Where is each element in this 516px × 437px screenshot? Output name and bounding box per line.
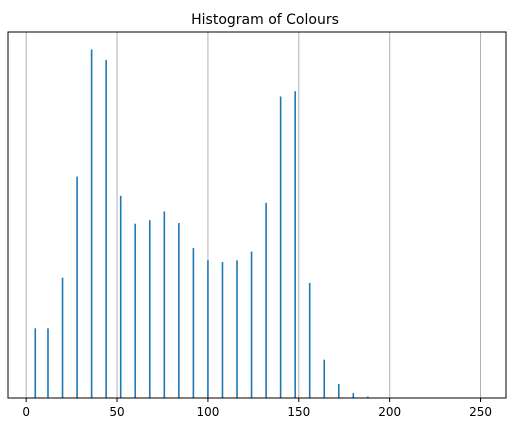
histogram-bar bbox=[352, 393, 355, 398]
histogram-bar bbox=[265, 202, 267, 398]
histogram-bar bbox=[134, 223, 137, 398]
histogram-bar bbox=[90, 49, 93, 399]
histogram-bar bbox=[221, 262, 224, 398]
x-tick-label: 100 bbox=[196, 405, 219, 419]
histogram-bar bbox=[76, 176, 78, 398]
histogram-bar bbox=[337, 384, 340, 398]
histogram-bar bbox=[105, 59, 107, 398]
histogram-bar bbox=[279, 96, 282, 399]
chart-title: Histogram of Colours bbox=[191, 12, 339, 28]
histogram-bar bbox=[47, 328, 49, 398]
x-tick-label: 200 bbox=[378, 405, 401, 419]
histogram-bar bbox=[236, 260, 238, 398]
histogram-bar bbox=[250, 251, 253, 398]
histogram-bar bbox=[178, 223, 180, 398]
histogram-bar bbox=[163, 211, 166, 398]
x-tick-label: 150 bbox=[287, 405, 310, 419]
x-tick-label: 0 bbox=[22, 405, 30, 419]
bars-layer bbox=[34, 49, 369, 399]
histogram-bar bbox=[119, 195, 122, 398]
histogram-bar bbox=[367, 396, 369, 398]
histogram-bar bbox=[192, 248, 195, 398]
histogram-bar bbox=[148, 220, 151, 398]
x-tick-label: 250 bbox=[469, 405, 492, 419]
histogram-bar bbox=[294, 91, 296, 398]
x-tick-label: 50 bbox=[109, 405, 124, 419]
histogram-bar bbox=[207, 260, 209, 398]
histogram-bar bbox=[34, 328, 37, 398]
histogram-bar bbox=[323, 359, 326, 398]
x-axis: 0 50 100 150 200 250 bbox=[22, 398, 492, 419]
plot-frame bbox=[7, 31, 507, 399]
histogram-bar bbox=[308, 282, 311, 398]
histogram-bar bbox=[61, 277, 64, 398]
grid-layer bbox=[25, 32, 482, 398]
